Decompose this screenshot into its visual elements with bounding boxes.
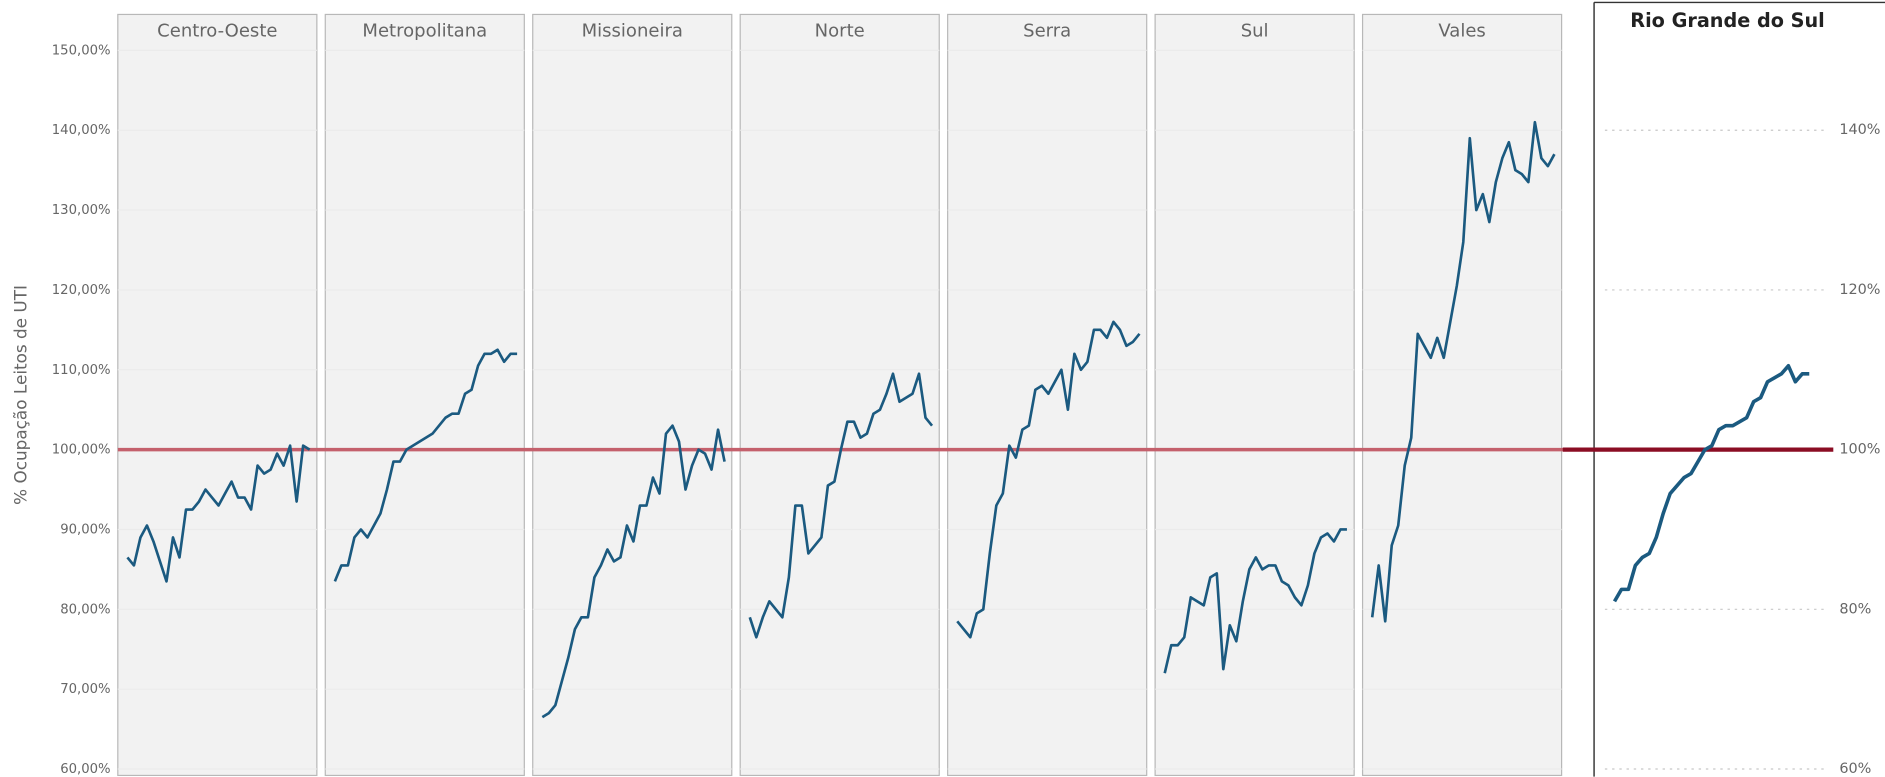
panel-background <box>117 13 318 777</box>
y-tick-label: 120% <box>1839 282 1880 298</box>
y-tick-label: 60,00% <box>60 762 110 777</box>
y-tick-label: 130,00% <box>52 203 111 218</box>
y-tick-label: 80% <box>1839 601 1871 617</box>
panel-title: Missioneira <box>582 20 683 41</box>
panel-background <box>1361 13 1563 777</box>
y-axis-title: % Ocupação Leitos de UTI <box>11 285 31 505</box>
y-tick-label: 100% <box>1839 442 1880 458</box>
y-tick-label: 140% <box>1839 122 1880 138</box>
y-tick-label: 110,00% <box>52 363 111 378</box>
panel-background <box>739 13 940 777</box>
panel-title: Sul <box>1241 20 1269 41</box>
panel-title: Vales <box>1438 20 1485 41</box>
y-tick-label: 90,00% <box>60 522 110 537</box>
series-line <box>956 320 1141 639</box>
series-line <box>126 444 311 583</box>
series-line <box>1163 528 1347 674</box>
panel-background <box>532 13 733 777</box>
panel-background <box>1154 13 1355 777</box>
y-tick-label: 140,00% <box>52 123 111 138</box>
panel-title: Centro-Oeste <box>157 20 277 41</box>
chart-title: Rio Grande do Sul <box>1630 9 1824 32</box>
series-line <box>333 348 518 582</box>
series-line <box>541 424 726 719</box>
y-tick-label: 70,00% <box>60 682 110 697</box>
panel-title: Serra <box>1023 20 1071 41</box>
panel-background <box>947 13 1148 777</box>
panel-background <box>324 13 525 777</box>
series-line <box>1370 120 1556 623</box>
panel-title: Norte <box>815 20 865 41</box>
y-tick-label: 80,00% <box>60 602 110 617</box>
y-tick-label: 120,00% <box>52 283 111 298</box>
series-line <box>1612 363 1810 603</box>
y-tick-label: 150,00% <box>52 43 111 58</box>
y-tick-label: 60% <box>1839 761 1871 777</box>
y-tick-label: 100,00% <box>52 443 111 458</box>
panel-title: Metropolitana <box>362 20 487 41</box>
series-line <box>748 372 934 639</box>
